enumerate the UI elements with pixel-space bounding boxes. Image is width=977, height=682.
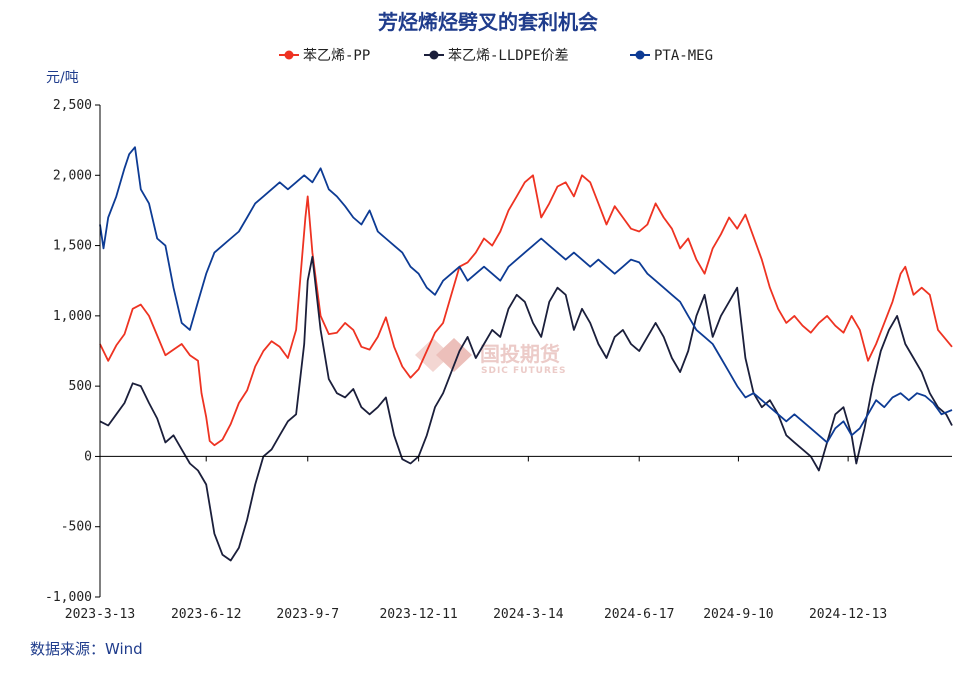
series-line-3	[99, 146, 953, 444]
y-axis-unit-label: 元/吨	[46, 70, 79, 86]
y-tick-label: 500	[69, 379, 92, 394]
x-tick-label: 2024-3-14	[493, 607, 564, 622]
x-tick-label: 2023-12-11	[379, 607, 457, 622]
chart-title: 芳烃烯烃劈叉的套利机会	[378, 10, 598, 34]
y-tick-label: 1,000	[53, 309, 92, 324]
series-lines	[99, 146, 953, 562]
watermark-logo: 国投期货 SDIC FUTURES	[415, 338, 567, 376]
series-line-1	[99, 174, 953, 447]
legend-marker	[429, 50, 439, 60]
y-tick-label: -500	[61, 520, 92, 535]
y-tick-label: 1,500	[53, 239, 92, 254]
legend-marker	[635, 50, 645, 60]
x-tick-label: 2024-6-17	[604, 607, 674, 622]
legend: 苯乙烯-PP 苯乙烯-LLDPE价差 PTA-MEG	[279, 47, 713, 64]
y-tick-label: -1,000	[45, 590, 92, 605]
y-tick-label: 2,500	[53, 98, 92, 113]
legend-label: 苯乙烯-LLDPE价差	[448, 47, 569, 64]
x-tick-label: 2023-3-13	[65, 607, 135, 622]
y-tick-label: 0	[84, 449, 92, 464]
watermark-subtext: SDIC FUTURES	[481, 366, 567, 376]
axes: -1,000 -500 0 500 1,000 1,500 2,000 2,500 2023-3…	[45, 98, 952, 622]
legend-marker	[284, 50, 294, 60]
x-tick-label: 2023-9-7	[276, 607, 339, 622]
legend-label: PTA-MEG	[654, 48, 713, 64]
x-tick-label: 2024-9-10	[703, 607, 773, 622]
y-tick-label: 2,000	[53, 168, 92, 183]
watermark-text: 国投期货	[480, 342, 560, 366]
data-source-note: 数据来源：Wind	[30, 640, 143, 658]
x-tick-label: 2024-12-13	[809, 607, 887, 622]
watermark-mark	[415, 338, 451, 372]
series-line-2	[99, 255, 953, 562]
legend-label: 苯乙烯-PP	[303, 47, 370, 64]
x-tick-label: 2023-6-12	[171, 607, 241, 622]
